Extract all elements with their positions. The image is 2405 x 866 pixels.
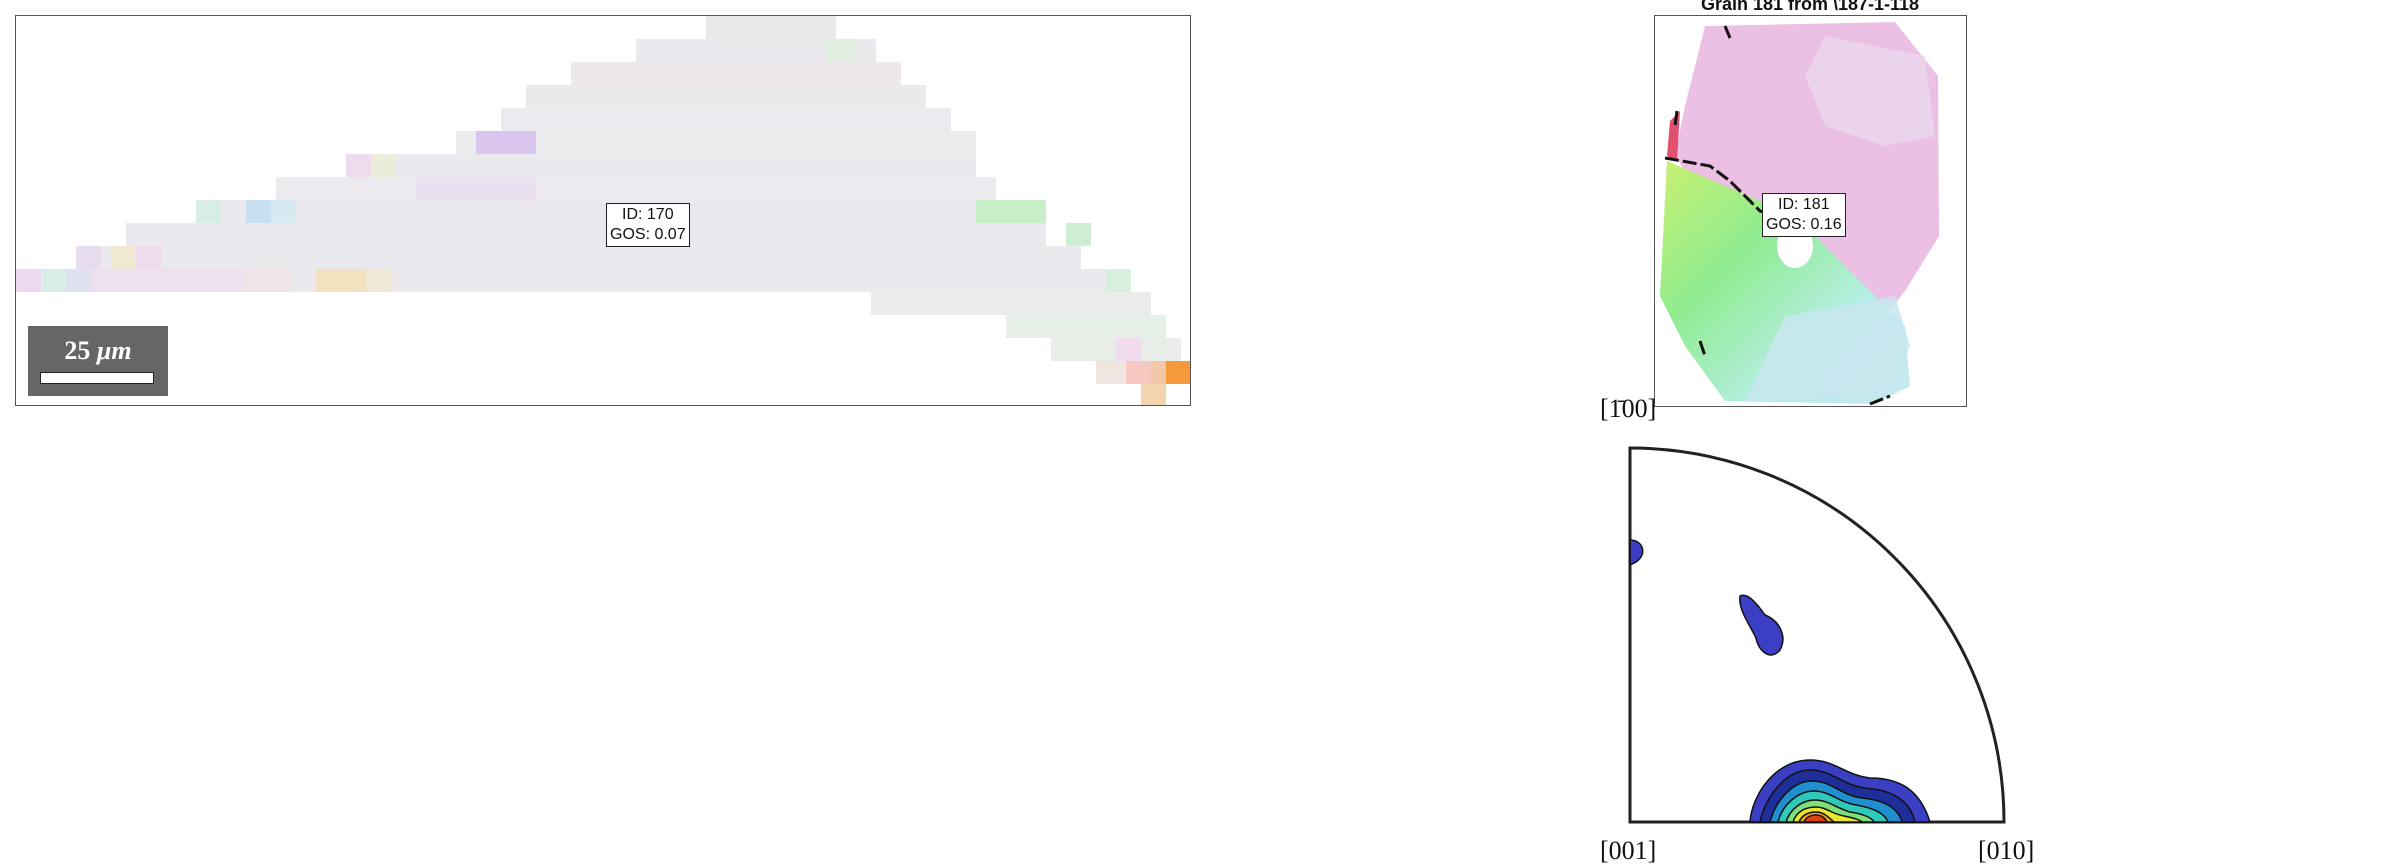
ebsd-grain-pixels: [16, 16, 1190, 405]
pixel: [416, 177, 536, 200]
pixel: [1066, 223, 1091, 246]
pixel: [976, 200, 1046, 223]
pole-figure-outline: [1628, 446, 2006, 824]
pixel: [346, 154, 371, 177]
pixel: [1126, 361, 1151, 384]
pixel-block: [706, 16, 836, 39]
grain-181-orientation-map: [1660, 22, 1939, 406]
grain-170-id: ID: 170: [622, 206, 674, 223]
contour-level-8: [1802, 814, 1829, 823]
pixel: [271, 200, 296, 223]
pole-label-top: [1̄00]: [1600, 394, 1657, 423]
pixel: [1166, 361, 1190, 384]
pixel: [111, 246, 136, 269]
pixel-block: [456, 131, 976, 154]
pixel-block: [91, 246, 1081, 269]
pixel: [196, 200, 221, 223]
grain-181-label: ID: 181 GOS: 0.16: [1762, 193, 1846, 237]
pixel-block: [636, 39, 876, 62]
pixel: [826, 39, 856, 62]
grain-170-gos: GOS: 0.07: [610, 226, 686, 243]
pixel: [41, 269, 66, 292]
pole-label-bottom-right: [010]: [1978, 836, 2035, 865]
pixel-block: [501, 108, 951, 131]
pixel-block: [16, 269, 1121, 292]
pixel-block: [1006, 315, 1166, 338]
pixel: [91, 269, 241, 292]
pixel: [476, 131, 536, 154]
grain-181-region-lavender: [1805, 36, 1935, 146]
grain-170-label: ID: 170 GOS: 0.07: [606, 203, 690, 247]
pole-label-bottom-left: [001]: [1600, 836, 1657, 865]
scale-bar-line: [40, 372, 154, 384]
pixel: [371, 154, 396, 177]
pixel: [76, 246, 101, 269]
scale-bar-value: 25: [64, 336, 91, 365]
pixel-block: [871, 292, 1151, 315]
scale-bar: 25 μm: [28, 326, 168, 396]
pixel-block: [526, 85, 926, 108]
pixel: [136, 246, 161, 269]
pixel-block: [126, 223, 1046, 246]
ebsd-map-panel: ID: 170 GOS: 0.07 25 μm: [15, 15, 1191, 406]
grain-181-id: ID: 181: [1778, 196, 1830, 213]
grain-panel-title: Grain 181 from \187-1-118: [1700, 0, 1920, 14]
contour-blob-middle: [1739, 594, 1784, 656]
pixel: [16, 269, 41, 292]
grain-181-map: ID: 181 GOS: 0.16: [1654, 15, 1967, 407]
scale-bar-unit: μm: [96, 336, 132, 365]
pixel-block: [346, 154, 976, 177]
pixel: [66, 269, 91, 292]
grain-181-gos: GOS: 0.16: [1766, 216, 1842, 233]
pixel-block: [571, 62, 901, 85]
pixel-block: [1141, 384, 1166, 405]
pixel: [366, 269, 391, 292]
grain-181-region-cyan: [1745, 296, 1910, 401]
pixel-block: [276, 177, 996, 200]
pole-figure-plot: [1628, 446, 2006, 824]
contour-main: [1749, 759, 1932, 823]
pixel: [1116, 338, 1141, 361]
pixel: [246, 200, 271, 223]
inverse-pole-figure: [1̄00] [001] [010]: [1600, 394, 2040, 865]
pixel: [1106, 269, 1131, 292]
contour-blob-left: [1629, 539, 1644, 565]
accent-pixels: [16, 39, 1190, 384]
pixel: [241, 269, 291, 292]
pixel: [316, 269, 366, 292]
grain-181-boundary: [1664, 25, 1891, 406]
scale-bar-label: 25 μm: [28, 336, 168, 366]
